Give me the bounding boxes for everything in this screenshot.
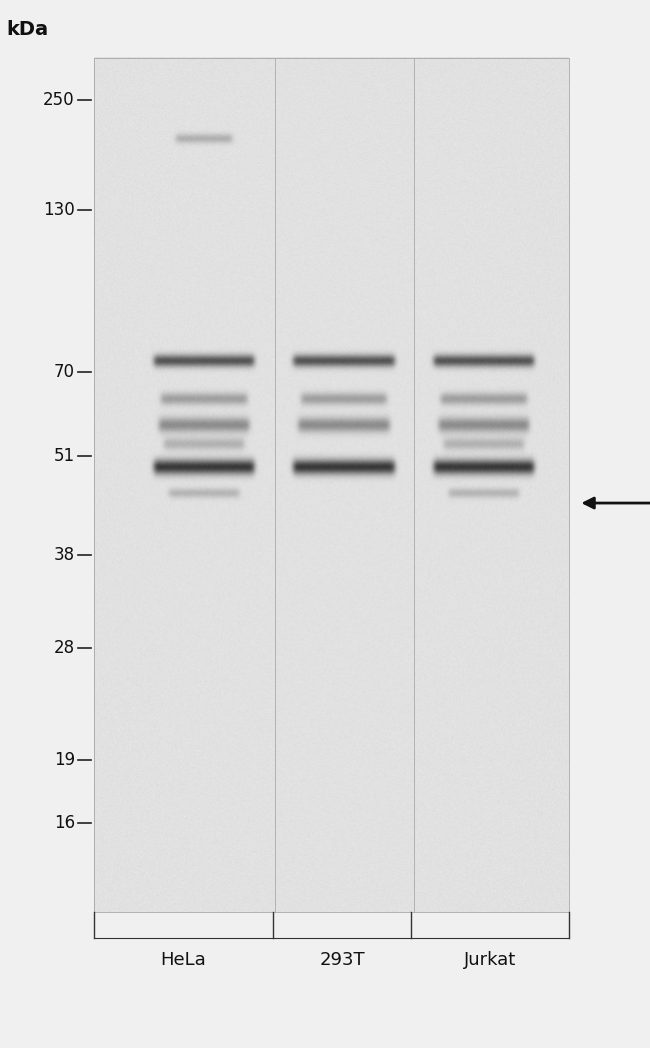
Bar xyxy=(94,58,569,912)
Text: HeLa: HeLa xyxy=(161,951,207,968)
Text: 250: 250 xyxy=(43,90,75,109)
Text: 38: 38 xyxy=(53,546,75,565)
Text: 51: 51 xyxy=(53,446,75,465)
Text: 293T: 293T xyxy=(319,951,365,968)
Text: 16: 16 xyxy=(53,813,75,832)
Text: kDa: kDa xyxy=(6,20,49,39)
Text: 19: 19 xyxy=(53,750,75,769)
Text: 130: 130 xyxy=(43,200,75,219)
Text: 70: 70 xyxy=(54,363,75,381)
Text: Jurkat: Jurkat xyxy=(464,951,516,968)
Text: 28: 28 xyxy=(53,638,75,657)
